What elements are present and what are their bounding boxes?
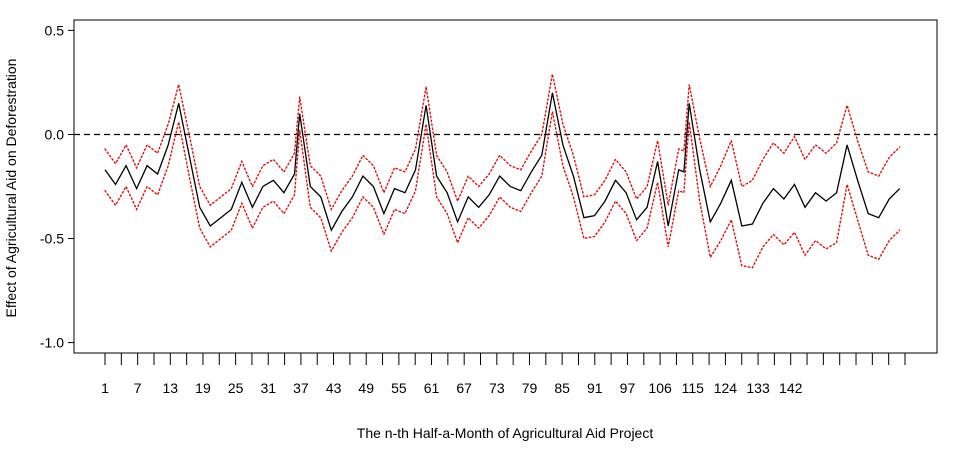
y-tick-label: -0.5: [40, 231, 64, 247]
x-tick-label: 106: [648, 380, 672, 396]
x-tick-label: 97: [620, 380, 636, 396]
upper-bound-line: [104, 73, 901, 212]
x-tick-label: 13: [163, 380, 179, 396]
x-tick-label: 85: [554, 380, 570, 396]
y-tick-label: 0.0: [45, 126, 65, 142]
x-tick-label: 31: [260, 380, 276, 396]
x-tick-label: 25: [228, 380, 244, 396]
x-tick-label: 61: [424, 380, 440, 396]
y-tick-label: 0.5: [45, 22, 65, 38]
x-axis: 1 7 13 19 25 31 37 43 49 55 61 67 73 79 85 91 97 106 115 12…: [101, 353, 906, 396]
x-tick-label: 55: [391, 380, 407, 396]
y-axis: 0.5 0.0 -0.5 -1.0: [40, 22, 74, 351]
x-tick-label: 37: [293, 380, 309, 396]
y-axis-title: Effect of Agricultural Aid on Deforestra…: [3, 59, 19, 318]
x-tick-label: 19: [195, 380, 211, 396]
estimate-line: [104, 92, 901, 232]
x-tick-label: 124: [714, 380, 738, 396]
x-tick-label: 115: [682, 380, 705, 396]
x-tick-label: 91: [587, 380, 603, 396]
x-tick-label: 79: [522, 380, 538, 396]
x-axis-title: The n-th Half-a-Month of Agricultural Ai…: [357, 425, 654, 441]
x-tick-label: 1: [101, 380, 109, 396]
lower-bound-line: [104, 111, 901, 269]
x-tick-label: 7: [134, 380, 142, 396]
y-tick-label: -1.0: [40, 335, 64, 351]
x-tick-label: 142: [779, 380, 803, 396]
plot-frame: [73, 19, 938, 354]
series-layer: [74, 73, 937, 269]
x-tick-label: 49: [358, 380, 374, 396]
x-tick-label: 43: [326, 380, 342, 396]
x-tick-label: 67: [456, 380, 472, 396]
x-tick-label: 133: [746, 380, 770, 396]
x-tick-label: 73: [489, 380, 505, 396]
